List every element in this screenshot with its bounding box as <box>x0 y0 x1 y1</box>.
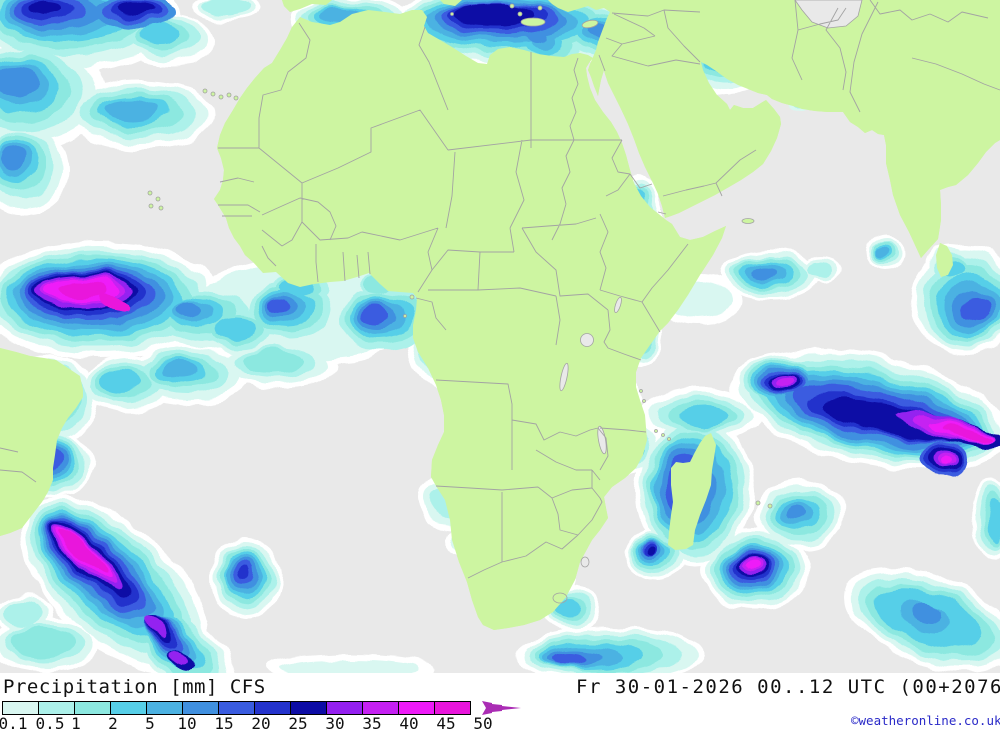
precip-band-45mm <box>58 283 994 574</box>
legend-label: 30 <box>325 714 345 733</box>
legend-segment <box>2 701 39 715</box>
lakes <box>559 296 622 455</box>
legend-segment <box>434 701 471 715</box>
legend-label: 15 <box>214 714 234 733</box>
legend-label: 2 <box>108 714 118 733</box>
legend-label: 1 <box>71 714 81 733</box>
legend-label: 10 <box>177 714 197 733</box>
country-borders <box>0 0 1000 579</box>
legend-segment <box>38 701 75 715</box>
legend-labels: 0.1 0.5 1 2 5 10 15 20 25 30 35 40 45 50 <box>0 714 1000 733</box>
map-title: Precipitation [mm] CFS <box>3 676 266 698</box>
legend-segment <box>290 701 327 715</box>
legend-segment <box>398 701 435 715</box>
legend-overflow-arrow-icon <box>482 701 521 715</box>
legend-segment <box>182 701 219 715</box>
coastline-borders-layer <box>0 0 1000 631</box>
lesotho-border <box>552 592 568 604</box>
copyright-text: ©weatheronline.co.uk <box>851 713 1000 728</box>
legend-label: 25 <box>288 714 308 733</box>
legend-label: 50 <box>473 714 493 733</box>
legend-label: 0.5 <box>35 714 65 733</box>
precipitation-map <box>0 0 1000 673</box>
legend-segment <box>326 701 363 715</box>
swaziland-border <box>580 556 590 568</box>
legend-label: 35 <box>362 714 382 733</box>
legend-colorbar <box>2 701 471 715</box>
legend-segment <box>110 701 147 715</box>
legend-label: 20 <box>251 714 271 733</box>
legend-label: 0.1 <box>0 714 28 733</box>
legend-segment <box>74 701 111 715</box>
small-islands <box>147 3 773 509</box>
legend-segment <box>362 701 399 715</box>
legend-label: 5 <box>145 714 155 733</box>
legend-label: 45 <box>436 714 456 733</box>
legend-segment <box>218 701 255 715</box>
legend-segment <box>146 701 183 715</box>
legend-label: 40 <box>399 714 419 733</box>
map-datetime: Fr 30-01-2026 00..12 UTC (00+2076 <box>576 676 1000 698</box>
caspian-sea <box>794 0 863 29</box>
legend-segment <box>254 701 291 715</box>
